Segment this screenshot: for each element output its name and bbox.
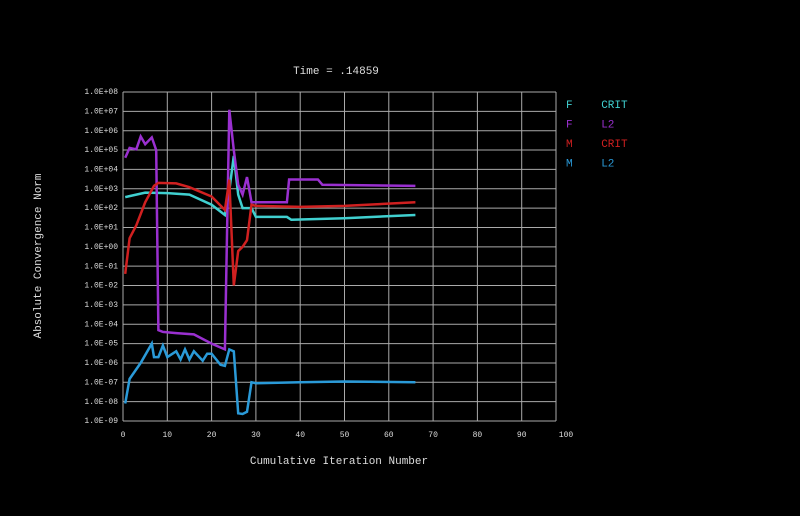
series-line [123, 179, 416, 286]
y-tick-label: 1.0E-07 [84, 378, 118, 387]
series-line [124, 109, 416, 352]
x-tick-label: 30 [251, 431, 261, 440]
y-tick-label: 1.0E+06 [84, 127, 118, 136]
legend-label: M L2 [566, 158, 614, 170]
x-tick-label: 40 [295, 431, 305, 440]
y-tick-label: 1.0E-03 [84, 301, 118, 310]
x-tick-label: 0 [121, 431, 126, 440]
y-tick-label: 1.0E+03 [84, 185, 118, 194]
y-tick-label: 1.0E-01 [84, 262, 118, 271]
x-tick-label: 60 [384, 431, 394, 440]
x-tick-label: 80 [473, 431, 483, 440]
y-tick-label: 1.0E+05 [84, 146, 118, 155]
y-tick-label: 1.0E-08 [84, 398, 118, 407]
y-tick-label: 1.0E+08 [84, 88, 118, 97]
x-tick-label: 90 [517, 431, 527, 440]
series-line [123, 339, 416, 416]
y-tick-label: 1.0E+00 [84, 243, 118, 252]
legend-label: M CRIT [566, 139, 628, 151]
legend-label: F CRIT [566, 100, 628, 112]
y-tick-label: 1.0E+04 [84, 166, 118, 175]
y-tick-label: 1.0E-09 [84, 417, 118, 426]
y-tick-label: 1.0E-04 [84, 320, 118, 329]
x-tick-label: 70 [428, 431, 438, 440]
x-tick-label: 100 [559, 431, 574, 440]
y-axis-label: Absolute Convergence Norm [33, 173, 45, 338]
y-tick-label: 1.0E+01 [84, 224, 118, 233]
x-tick-label: 20 [207, 431, 217, 440]
y-tick-label: 1.0E-02 [84, 282, 118, 291]
y-tick-label: 1.0E+02 [84, 204, 118, 213]
x-tick-label: 50 [340, 431, 350, 440]
chart-title: Time = .14859 [293, 66, 379, 78]
x-tick-label: 10 [162, 431, 172, 440]
y-tick-label: 1.0E+07 [84, 107, 118, 116]
y-tick-label: 1.0E-06 [84, 359, 118, 368]
x-axis-label: Cumulative Iteration Number [250, 456, 428, 468]
y-tick-label: 1.0E-05 [84, 340, 118, 349]
legend-label: F L2 [566, 119, 614, 131]
